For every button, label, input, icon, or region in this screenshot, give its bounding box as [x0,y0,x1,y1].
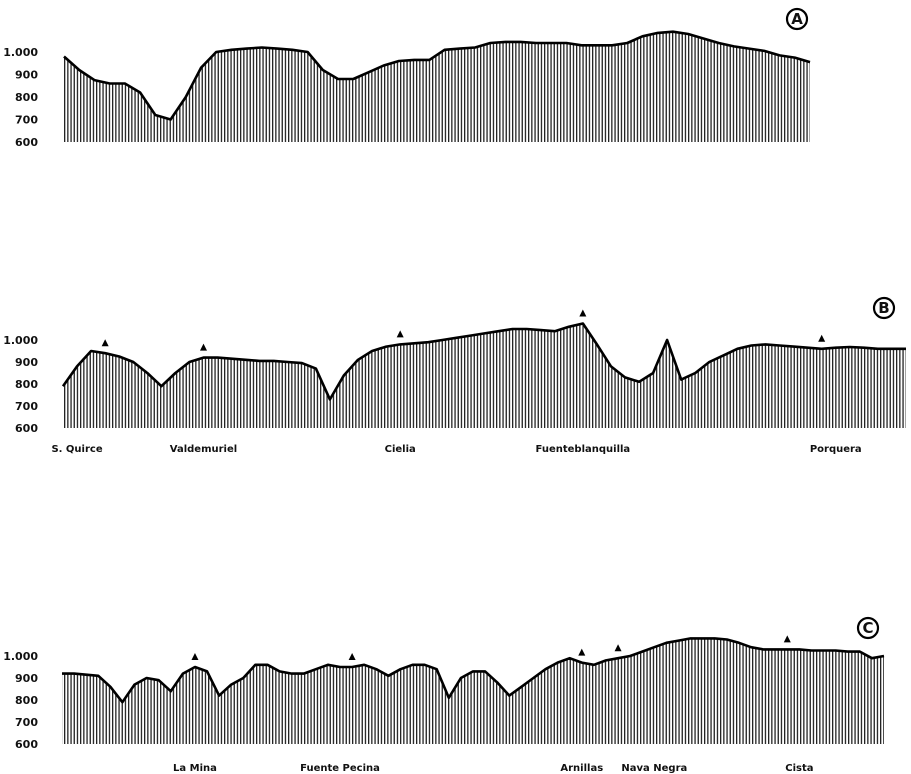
place-label: Fuenteblanquilla [536,444,631,455]
terrain-area [64,31,810,143]
badge-letter: B [878,299,889,317]
summit-marker-icon [614,644,622,652]
place-label: Arnillas [560,763,603,774]
y-tick-label: 600 [15,738,38,751]
place-label: Valdemuriel [170,444,237,455]
place-label: Porquera [810,444,862,455]
y-tick-label: 900 [15,356,38,369]
badge-circle [785,7,809,31]
profile-panel-b: 1.000 900 800 700 600 S. Quirce Valdemuriel Cie… [3,296,906,455]
profile-panel-c: 1.000 900 800 700 600 La Mina Fuente Pecina Arn… [3,616,885,774]
badge-circle [856,616,880,640]
summit-marker-icon [101,339,109,347]
y-tick-label: 900 [15,69,38,82]
y-tick-label: 700 [15,114,38,127]
summit-marker-icon [396,330,404,338]
badge-letter: A [791,10,803,28]
summit-marker-icon [200,343,207,351]
y-tick-label: 600 [15,136,38,149]
y-tick-label: 1.000 [3,46,38,59]
summit-marker-icon [191,653,199,660]
y-tick-label: 600 [15,422,38,435]
y-tick-label: 1.000 [3,334,38,347]
y-tick-label: 800 [15,378,38,391]
panel-badge: B [872,296,896,320]
y-tick-label: 900 [15,672,38,685]
panel-badge: C [856,616,880,640]
y-tick-label: 1.000 [3,650,38,663]
place-label: S. Quirce [51,444,102,455]
summit-marker-icon [579,309,587,317]
y-tick-label: 800 [15,91,38,104]
y-tick-label: 800 [15,694,38,707]
terrain-area [63,323,906,428]
badge-letter: C [862,619,873,637]
place-label: La Mina [173,763,217,774]
place-label: Cielia [385,444,416,455]
summit-marker-icon [818,334,826,342]
terrain-area [62,638,884,744]
badge-circle [872,296,896,320]
place-label: Fuente Pecina [300,763,380,774]
place-label: Nava Negra [621,763,687,774]
panel-badge: A [785,7,809,31]
profile-line [61,322,906,401]
summit-marker-icon [348,653,356,660]
y-tick-label: 700 [15,716,38,729]
profile-line [63,30,811,121]
profile-panel-a: 1.000 900 800 700 600 A [3,7,811,149]
summit-marker-icon [578,648,586,656]
place-label: Cista [785,763,813,774]
summit-marker-icon [783,635,791,643]
profile-line [62,637,885,704]
y-tick-label: 700 [15,400,38,413]
